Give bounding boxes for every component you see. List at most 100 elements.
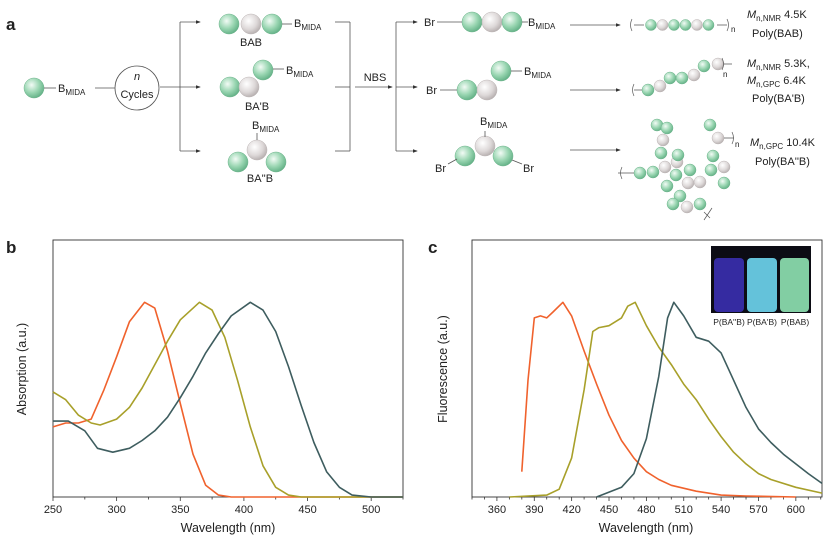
gray-bead-icon — [656, 19, 669, 31]
panel-a-scheme: a — [6, 9, 816, 221]
x-tick-label: 500 — [362, 504, 380, 516]
green-bead-icon — [265, 151, 287, 173]
inset-photo: P(BA''B) P(BA'B) P(BAB) — [711, 246, 811, 327]
green-bead-icon — [671, 148, 685, 162]
bead-drawings — [23, 11, 734, 221]
gray-bead-icon — [711, 57, 725, 71]
br-label: Br — [426, 85, 437, 97]
x-tick-label: 600 — [787, 504, 805, 516]
green-bead-icon — [702, 19, 715, 31]
gray-bead-icon — [240, 13, 262, 35]
green-bead-icon — [706, 149, 720, 163]
cycles-circle — [114, 65, 160, 111]
x-tick-label: 390 — [525, 504, 543, 516]
y-axis-title: Fluorescence (a.u.) — [436, 315, 450, 423]
green-bead-icon — [641, 83, 655, 97]
chain-bracket-icon — [632, 57, 732, 97]
x-tick-label: 300 — [107, 504, 125, 516]
panel-label-b: b — [6, 238, 16, 257]
fluorescence-chart: c Fluorescence (a.u.) Wavelength (nm) P(… — [428, 238, 823, 535]
chain-n-2: n — [723, 70, 727, 79]
chain-n-3: n — [735, 140, 739, 149]
plot-frame — [52, 239, 404, 498]
green-bead-icon — [492, 145, 514, 167]
x-tick-label: 360 — [488, 504, 506, 516]
green-bead-icon — [461, 11, 483, 33]
monomer-label-bapb: BA'B — [245, 101, 269, 113]
green-bead-icon — [663, 71, 677, 85]
x-axis-title: Wavelength (nm) — [599, 521, 694, 535]
monomer-label-bab: BAB — [240, 37, 262, 49]
gray-bead-icon — [474, 135, 496, 157]
bab-bmida: BMIDA — [294, 18, 322, 32]
brominated-bappb-bmida: BMIDA — [480, 116, 508, 130]
series-line-1 — [509, 301, 823, 498]
series-line-0 — [52, 301, 403, 498]
br-label: Br — [523, 163, 534, 175]
reagent-nbs: NBS — [364, 72, 387, 84]
x-tick-label: 480 — [637, 504, 655, 516]
green-bead-icon — [219, 76, 241, 98]
gray-bead-icon — [481, 11, 503, 33]
gray-bead-icon — [238, 76, 260, 98]
x-tick-label: 450 — [298, 504, 316, 516]
inset-label: P(BA''B) — [713, 317, 745, 327]
vial-pbapb — [747, 258, 777, 312]
poly-bapb-name: Poly(BA'B) — [752, 93, 805, 105]
gray-bead-icon — [680, 200, 694, 214]
poly-bappb-name: Poly(BA''B) — [755, 156, 810, 168]
cycles-n: n — [134, 71, 140, 83]
x-tick-label: 570 — [749, 504, 767, 516]
green-bead-icon — [252, 59, 274, 81]
green-bead-icon — [668, 19, 680, 31]
x-tick-label: 510 — [675, 504, 693, 516]
series-line-1 — [52, 301, 403, 498]
gray-bead-icon — [711, 131, 725, 145]
green-bead-icon — [704, 163, 718, 177]
poly-bappb-mn: Mn,GPC 10.4K — [750, 137, 816, 151]
chain-bracket-icon — [618, 131, 734, 221]
br-label: Br — [424, 17, 435, 29]
green-bead-icon — [654, 146, 668, 160]
gray-bead-icon — [717, 160, 731, 174]
green-bead-icon — [669, 168, 683, 182]
green-bead-icon — [218, 13, 240, 35]
inset-label: P(BA'B) — [747, 317, 777, 327]
green-bead-icon — [490, 60, 512, 82]
inset-label: P(BAB) — [781, 317, 810, 327]
x-tick-label: 420 — [562, 504, 580, 516]
poly-bab-name: Poly(BAB) — [752, 28, 803, 40]
green-bead-icon — [227, 151, 249, 173]
green-bead-icon — [660, 121, 674, 135]
panel-label-c: c — [428, 238, 437, 257]
series-line-0 — [521, 301, 796, 498]
green-bead-icon — [675, 71, 689, 85]
green-bead-icon — [683, 163, 697, 177]
poly-bapb-mn-nmr: Mn,NMR 5.3K, — [747, 58, 810, 72]
absorption-chart: b Absorption (a.u.) Wavelength (nm) 250 3… — [6, 238, 404, 535]
gray-bead-icon — [687, 68, 701, 82]
br-label: Br — [435, 163, 446, 175]
panel-label-a: a — [6, 15, 16, 34]
plot-frame — [471, 239, 823, 498]
poly-bab-mn: Mn,NMR 4.5K — [747, 9, 807, 23]
x-tick-label: 540 — [712, 504, 730, 516]
green-bead-icon — [697, 59, 711, 73]
brominated-bab-bmida: BMIDA — [528, 17, 556, 31]
poly-bapb-mn-gpc: Mn,GPC 6.4K — [747, 75, 807, 89]
scheme-lines — [44, 20, 621, 165]
green-bead-icon — [693, 197, 707, 211]
gray-bead-icon — [681, 176, 695, 190]
green-bead-icon — [261, 13, 283, 35]
start-bmida: BMIDA — [58, 83, 86, 97]
cycles-text: Cycles — [120, 89, 154, 101]
brominated-bapb-bmida: BMIDA — [524, 66, 552, 80]
bapb-bmida: BMIDA — [286, 65, 314, 79]
x-tick-label: 350 — [171, 504, 189, 516]
gray-bead-icon — [246, 139, 268, 161]
green-bead-icon — [703, 118, 717, 132]
bappb-bmida: BMIDA — [252, 120, 280, 134]
gray-bead-icon — [691, 19, 703, 31]
y-axis-title: Absorption (a.u.) — [15, 323, 29, 415]
green-bead-icon — [23, 77, 45, 99]
